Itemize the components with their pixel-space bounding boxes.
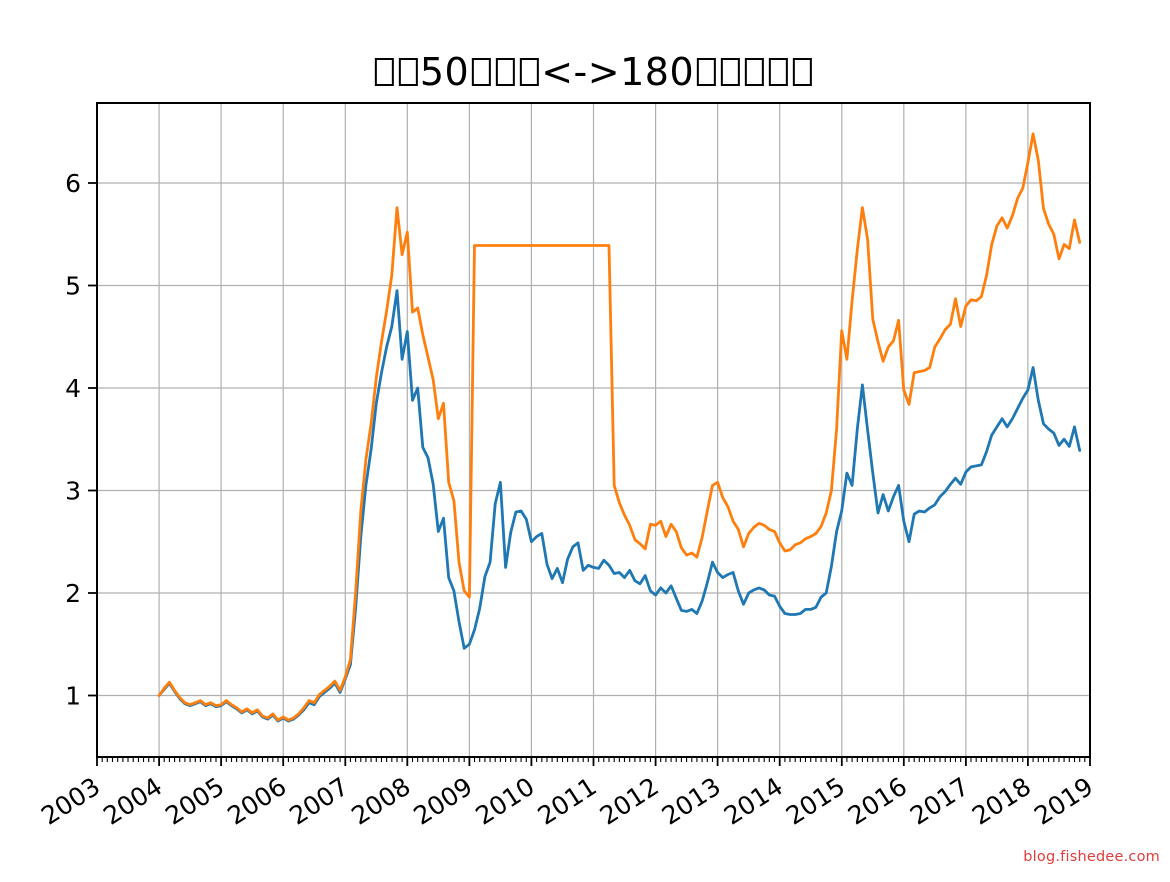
svg-text:2007: 2007 <box>284 772 353 831</box>
y-axis-ticks <box>88 182 97 697</box>
missing-glyph-box <box>720 58 740 86</box>
svg-text:2013: 2013 <box>657 772 726 831</box>
gridlines <box>96 103 1091 757</box>
watermark-text: blog.fishedee.com <box>1023 849 1160 865</box>
series-orange <box>157 132 1082 722</box>
svg-text:2011: 2011 <box>533 772 602 831</box>
svg-text:2005: 2005 <box>160 772 229 831</box>
series-blue <box>157 289 1082 723</box>
svg-text:2004: 2004 <box>98 772 167 831</box>
svg-text:5: 5 <box>65 272 81 301</box>
y-axis-labels: 1 2 3 4 5 6 <box>65 169 81 711</box>
x-axis-ticks <box>96 757 1091 766</box>
svg-text:2019: 2019 <box>1029 772 1098 831</box>
missing-glyph-box <box>792 58 812 86</box>
svg-text:2: 2 <box>65 579 81 608</box>
missing-glyph-box <box>519 58 539 86</box>
chart-title: 50 <-> 180 <box>372 53 814 91</box>
svg-text:2008: 2008 <box>346 772 415 831</box>
svg-text:2006: 2006 <box>222 772 291 831</box>
svg-text:2017: 2017 <box>905 772 974 831</box>
svg-text:2003: 2003 <box>36 772 105 831</box>
title-text-segment: 50 <box>419 50 470 94</box>
missing-glyph-box <box>696 58 716 86</box>
svg-text:2009: 2009 <box>409 772 478 831</box>
missing-glyph-box <box>495 58 515 86</box>
missing-glyph-box <box>471 58 491 86</box>
svg-text:2018: 2018 <box>967 772 1036 831</box>
svg-text:4: 4 <box>65 374 81 403</box>
svg-text:2016: 2016 <box>843 772 912 831</box>
svg-text:2010: 2010 <box>471 772 540 831</box>
svg-text:2012: 2012 <box>595 772 664 831</box>
svg-text:3: 3 <box>65 477 81 506</box>
title-text-segment: <-> <box>541 50 621 94</box>
svg-text:1: 1 <box>65 682 81 711</box>
missing-glyph-box <box>398 58 418 86</box>
svg-text:2015: 2015 <box>781 772 850 831</box>
missing-glyph-box <box>768 58 788 86</box>
svg-text:2014: 2014 <box>719 772 788 831</box>
missing-glyph-box <box>374 58 394 86</box>
missing-glyph-box <box>744 58 764 86</box>
svg-text:6: 6 <box>65 169 81 198</box>
title-text-segment: 180 <box>620 50 695 94</box>
x-axis-labels: 2003200420052006200720082009201020112012… <box>36 772 1098 831</box>
